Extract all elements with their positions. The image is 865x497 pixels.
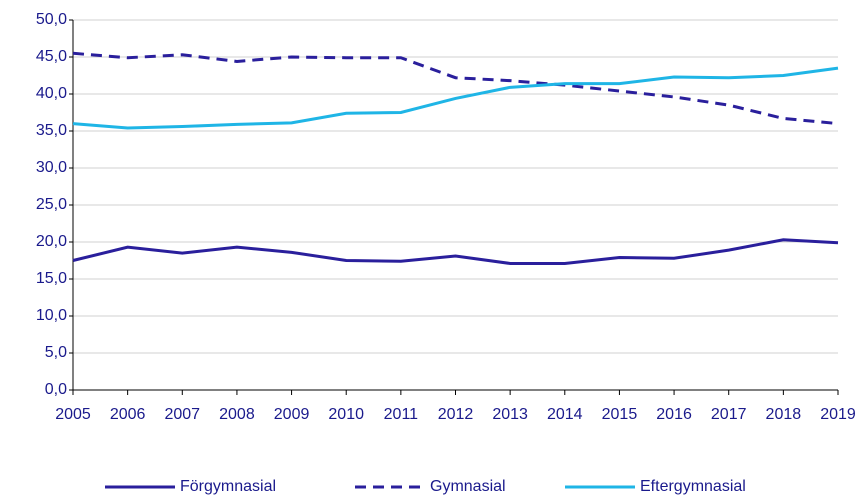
- x-tick-label: 2014: [547, 406, 583, 423]
- x-tick-label: 2016: [656, 406, 692, 423]
- x-tick-label: 2009: [274, 406, 310, 423]
- x-tick-label: 2011: [384, 406, 419, 423]
- x-tick-label: 2019: [820, 406, 856, 423]
- y-tick-label: 45,0: [36, 48, 67, 65]
- y-tick-label: 40,0: [36, 85, 67, 102]
- x-tick-label: 2018: [766, 406, 802, 423]
- series-line: [72, 66, 839, 130]
- y-tick-label: 10,0: [36, 307, 67, 324]
- x-tick-label: 2017: [711, 406, 747, 423]
- x-tick-label: 2013: [492, 406, 528, 423]
- x-tick-label: 2008: [219, 406, 255, 423]
- y-tick-label: 15,0: [36, 270, 67, 287]
- legend-label: Eftergymnasial: [640, 478, 746, 495]
- legend-label: Förgymnasial: [180, 478, 276, 495]
- x-tick-label: 2012: [438, 406, 474, 423]
- y-tick-label: 30,0: [36, 159, 67, 176]
- series-line: [72, 238, 839, 265]
- y-tick-label: 0,0: [45, 381, 67, 398]
- x-tick-label: 2005: [55, 406, 91, 423]
- y-tick-label: 50,0: [36, 11, 67, 28]
- legend-label: Gymnasial: [430, 478, 506, 495]
- x-tick-label: 2010: [328, 406, 364, 423]
- y-tick-label: 35,0: [36, 122, 67, 139]
- y-tick-label: 25,0: [36, 196, 67, 213]
- x-tick-label: 2015: [602, 406, 638, 423]
- x-tick-label: 2006: [110, 406, 146, 423]
- x-tick-label: 2007: [164, 406, 200, 423]
- series-line: [72, 51, 839, 126]
- y-tick-label: 20,0: [36, 233, 67, 250]
- y-tick-label: 5,0: [45, 344, 67, 361]
